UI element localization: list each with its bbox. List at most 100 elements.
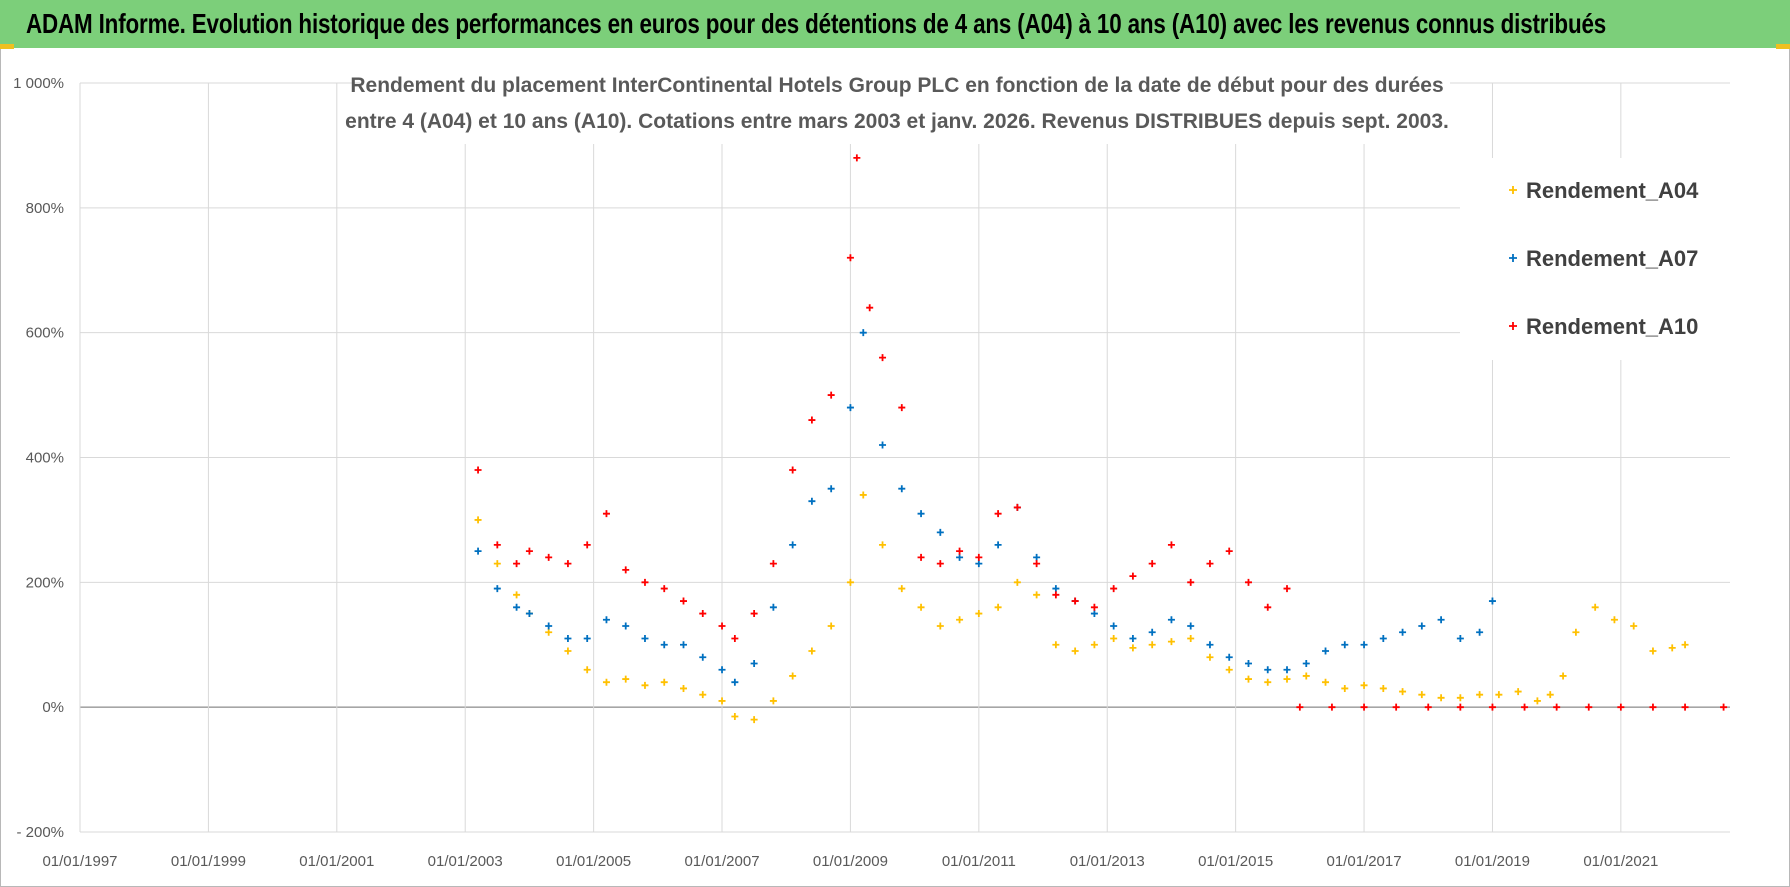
data-point [936,560,944,568]
data-point [808,647,816,655]
data-point [879,541,887,549]
data-point [493,585,501,593]
x-tick-label: 01/01/2011 [942,853,1016,870]
data-point [1572,628,1580,636]
data-point [1264,603,1272,611]
data-point [1071,597,1079,605]
chart-title-line-1: Rendement du placement InterContinental … [350,74,1443,97]
data-point [525,610,533,618]
data-point [583,666,591,674]
data-point [1283,666,1291,674]
data-point [1187,635,1195,643]
data-point [1167,638,1175,646]
data-point [1488,703,1496,711]
x-tick-label: 01/01/1999 [171,853,246,870]
data-point [1360,703,1368,711]
data-point [641,681,649,689]
data-point [493,541,501,549]
data-point [493,560,501,568]
data-point [1488,597,1496,605]
data-point [1148,560,1156,568]
data-point [680,641,688,649]
data-point [1148,641,1156,649]
data-point [898,404,906,412]
data-point [622,675,630,683]
data-point [1187,622,1195,630]
chart-title-background [360,66,1450,144]
x-tick-label: 01/01/2021 [1583,853,1658,870]
data-point [680,684,688,692]
x-tick-label: 01/01/2001 [299,853,374,870]
data-point [1033,591,1041,599]
data-point [1244,675,1252,683]
x-tick-label: 01/01/2017 [1327,853,1402,870]
data-point [956,616,964,624]
x-tick-label: 01/01/1997 [42,853,117,870]
x-tick-label: 01/01/2009 [813,853,888,870]
y-tick-label: - 200% [16,824,64,841]
data-point [994,603,1002,611]
banner-corner-left [0,44,14,49]
data-point [731,713,739,721]
data-point [1090,641,1098,649]
data-point [1129,644,1137,652]
data-point [1424,703,1432,711]
data-point [1533,697,1541,705]
legend-marker [1509,322,1517,330]
data-point [1495,691,1503,699]
data-point [917,510,925,518]
data-point [731,635,739,643]
data-point [827,485,835,493]
data-point [1090,610,1098,618]
data-point [660,585,668,593]
data-point [564,560,572,568]
legend-background [1460,158,1730,360]
data-point [1167,541,1175,549]
x-tick-label: 01/01/2007 [684,853,759,870]
banner-title: ADAM Informe. Evolution historique des p… [26,8,1607,39]
y-tick-label: 600% [26,325,64,342]
data-point [846,254,854,262]
data-point [1244,578,1252,586]
data-point [474,547,482,555]
data-point [602,678,610,686]
data-point [1129,635,1137,643]
data-point [1090,603,1098,611]
data-point [1033,553,1041,561]
data-point [583,541,591,549]
data-point [1225,666,1233,674]
data-point [898,485,906,493]
data-point [1418,691,1426,699]
chart-title-line-2: entre 4 (A04) et 10 ans (A10). Cotations… [345,110,1449,133]
data-point [474,516,482,524]
x-tick-label: 01/01/2019 [1455,853,1530,870]
x-axis-ticks: 01/01/1997 01/01/1999 01/01/2001 01/01/2003… [42,853,1658,870]
series-rendement-a04 [474,491,1689,724]
y-tick-label: 400% [26,450,64,467]
data-point [1013,503,1021,511]
data-point [975,610,983,618]
data-point [1341,641,1349,649]
legend-label: Rendement_A04 [1526,178,1699,203]
data-point [1720,703,1728,711]
data-point [1668,644,1676,652]
data-point [1630,622,1638,630]
data-point [474,466,482,474]
data-point [1649,703,1657,711]
data-point [917,603,925,611]
data-point [1296,703,1304,711]
data-point [1110,635,1118,643]
data-point [1052,585,1060,593]
data-point [879,441,887,449]
data-point [583,635,591,643]
legend-label: Rendement_A10 [1526,314,1698,339]
data-point [545,553,553,561]
data-point [750,716,758,724]
data-point [1418,622,1426,630]
data-point [1052,641,1060,649]
data-point [1379,684,1387,692]
data-point [1514,688,1522,696]
data-point [641,635,649,643]
data-point [1129,572,1137,580]
